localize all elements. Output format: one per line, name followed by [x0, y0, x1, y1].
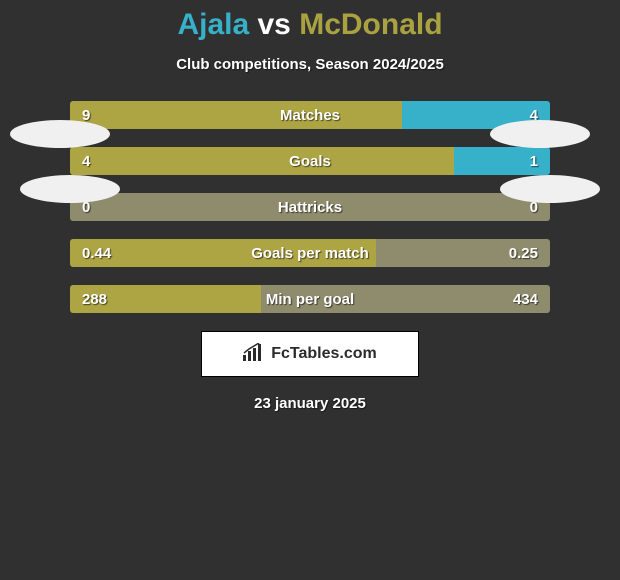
source-badge-text: FcTables.com [271, 345, 377, 363]
vs-text: vs [258, 8, 291, 41]
stat-left-value: 288 [82, 291, 107, 308]
stat-row: 0.44 Goals per match 0.25 [70, 239, 550, 267]
chart-icon [243, 343, 265, 366]
stat-label: Goals per match [251, 245, 369, 262]
stat-row: 9Matches4 [70, 101, 550, 129]
stat-label: Matches [280, 107, 340, 124]
right-marker-ellipse [490, 120, 590, 148]
comparison-title: Ajala vs McDonald [0, 8, 620, 42]
stat-row-overlay: 288 Min per goal 434 [70, 285, 550, 313]
player1-name: Ajala [177, 8, 249, 41]
stat-row: 0Hattricks0 [70, 193, 550, 221]
stat-label: Hattricks [278, 199, 342, 216]
stat-row-overlay: 9Matches4 [70, 101, 550, 129]
left-marker-ellipse [10, 120, 110, 148]
comparison-card: Ajala vs McDonald Club competitions, Sea… [0, 0, 620, 412]
source-badge: FcTables.com [201, 331, 419, 377]
stat-rows: 9Matches4 4 Goals 1 0Hattricks0 0.44 Goals per… [70, 101, 550, 313]
date-label: 23 january 2025 [0, 395, 620, 412]
player2-name: McDonald [299, 8, 442, 41]
stat-row-overlay: 0.44 Goals per match 0.25 [70, 239, 550, 267]
stat-row-overlay: 4 Goals 1 [70, 147, 550, 175]
stat-right-value: 1 [530, 153, 538, 170]
left-marker-ellipse [20, 175, 120, 203]
stat-row: 4 Goals 1 [70, 147, 550, 175]
stat-label: Min per goal [266, 291, 354, 308]
stat-row-overlay: 0Hattricks0 [70, 193, 550, 221]
stat-left-value: 0.44 [82, 245, 111, 262]
stat-right-value: 0.25 [509, 245, 538, 262]
right-marker-ellipse [500, 175, 600, 203]
stat-left-value: 4 [82, 153, 90, 170]
stat-row: 288 Min per goal 434 [70, 285, 550, 313]
subtitle: Club competitions, Season 2024/2025 [0, 56, 620, 73]
stat-label: Goals [289, 153, 331, 170]
stat-right-value: 434 [513, 291, 538, 308]
